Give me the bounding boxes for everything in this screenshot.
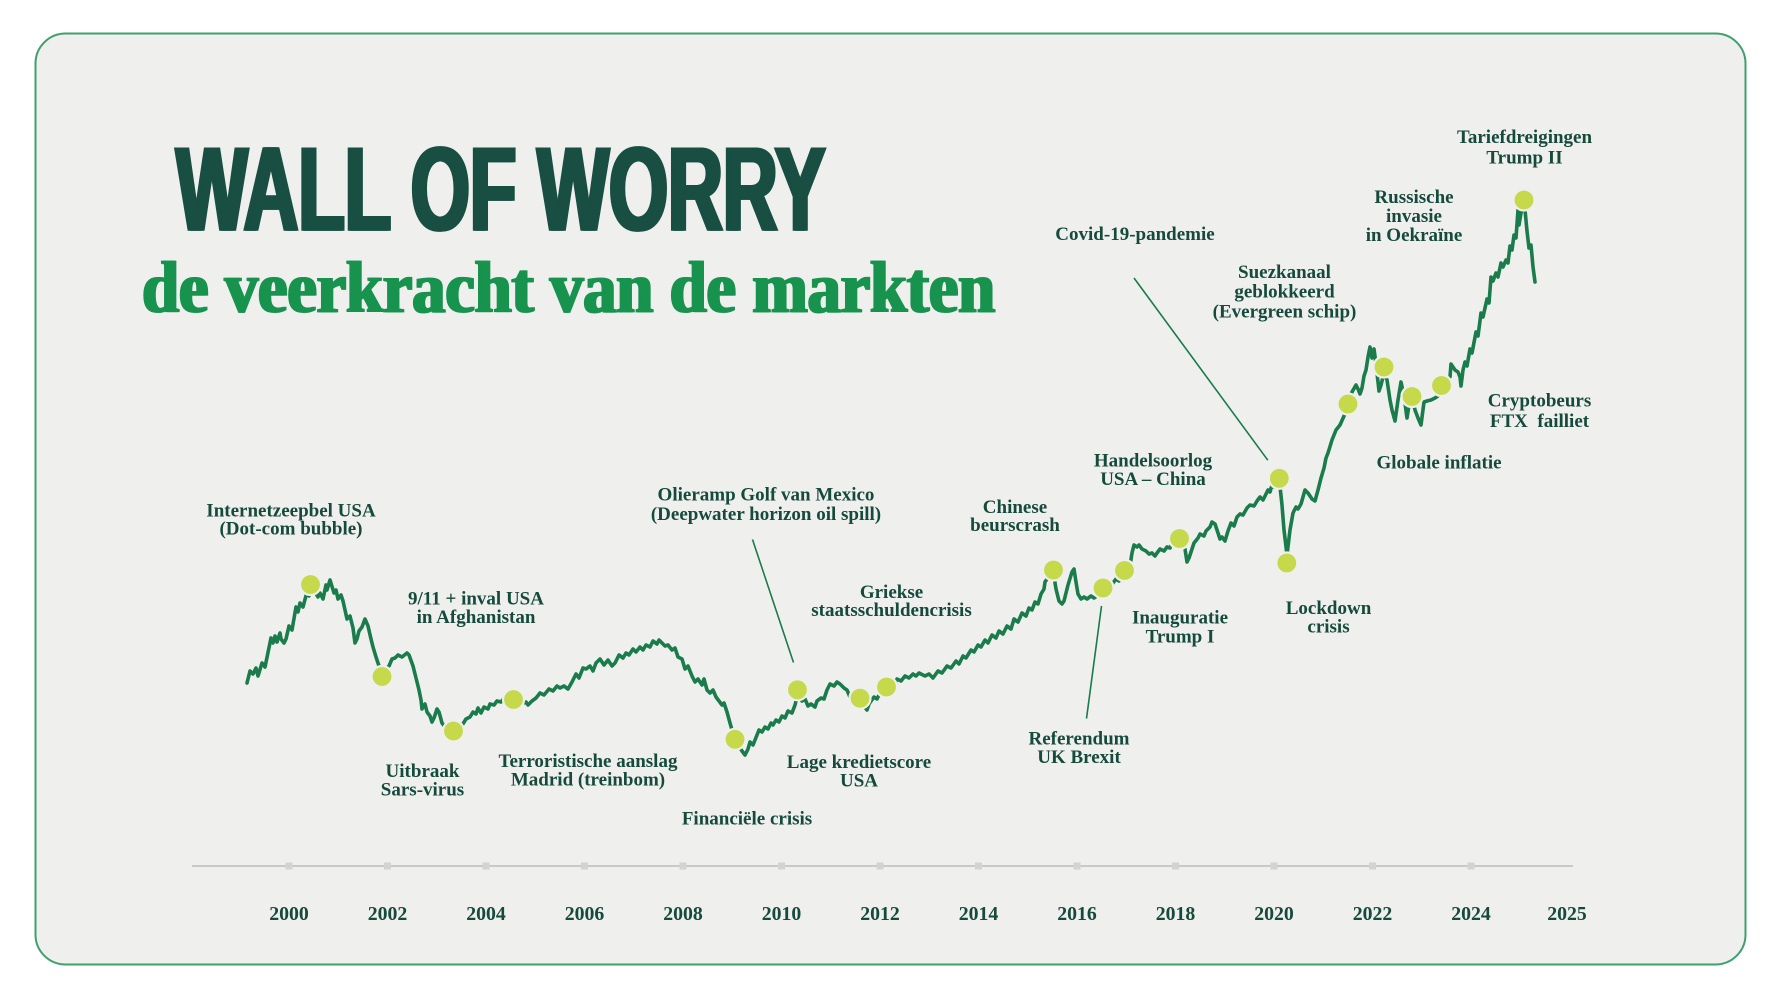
svg-text:2012: 2012 <box>860 903 900 925</box>
svg-text:Lage kredietscore: Lage kredietscore <box>787 752 931 773</box>
svg-text:Terroristische aanslag: Terroristische aanslag <box>499 751 678 772</box>
svg-text:crisis: crisis <box>1307 617 1349 638</box>
svg-text:Globale inflatie: Globale inflatie <box>1376 453 1501 474</box>
svg-text:WALL OF WORRY: WALL OF WORRY <box>178 124 827 256</box>
svg-text:Russische: Russische <box>1374 187 1453 208</box>
svg-text:(Evergreen schip): (Evergreen schip) <box>1213 302 1357 323</box>
svg-text:invasie: invasie <box>1386 206 1442 227</box>
svg-text:FTX failliet: FTX failliet <box>1490 411 1590 432</box>
svg-text:2004: 2004 <box>466 903 506 925</box>
svg-text:Madrid (treinbom): Madrid (treinbom) <box>511 770 665 791</box>
svg-text:UK Brexit: UK Brexit <box>1037 747 1121 768</box>
svg-text:2006: 2006 <box>565 903 605 925</box>
svg-text:in Oekraïne: in Oekraïne <box>1366 225 1463 246</box>
svg-text:2022: 2022 <box>1353 903 1393 925</box>
svg-text:2016: 2016 <box>1057 903 1097 925</box>
svg-text:2020: 2020 <box>1254 903 1294 925</box>
svg-text:2008: 2008 <box>663 903 703 925</box>
svg-text:Trump II: Trump II <box>1486 148 1562 169</box>
svg-text:beurscrash: beurscrash <box>970 515 1060 536</box>
svg-text:2000: 2000 <box>269 903 309 925</box>
svg-text:USA – China: USA – China <box>1100 469 1206 490</box>
svg-text:2025: 2025 <box>1547 903 1587 925</box>
svg-text:de veerkracht van de markten: de veerkracht van de markten <box>141 248 994 329</box>
svg-text:de veerkracht van de markten: de veerkracht van de markten <box>143 248 996 329</box>
svg-text:Olieramp Golf van Mexico: Olieramp Golf van Mexico <box>658 485 875 506</box>
svg-text:Chinese: Chinese <box>983 497 1047 518</box>
svg-text:Suezkanaal: Suezkanaal <box>1238 262 1331 283</box>
svg-text:Uitbraak: Uitbraak <box>386 761 460 782</box>
svg-text:Sars-virus: Sars-virus <box>381 780 464 801</box>
svg-text:2014: 2014 <box>959 903 999 925</box>
svg-text:Trump I: Trump I <box>1146 627 1215 648</box>
svg-text:(Dot-com bubble): (Dot-com bubble) <box>219 519 362 540</box>
svg-text:Financiële crisis: Financiële crisis <box>682 809 812 830</box>
svg-text:2024: 2024 <box>1451 903 1491 925</box>
svg-text:Tariefdreigingen: Tariefdreigingen <box>1457 127 1593 148</box>
svg-text:(Deepwater horizon oil spill): (Deepwater horizon oil spill) <box>651 504 881 525</box>
svg-text:9/11 + inval USA: 9/11 + inval USA <box>408 589 544 610</box>
svg-text:Griekse: Griekse <box>860 582 923 603</box>
svg-text:2010: 2010 <box>762 903 802 925</box>
svg-text:WALL OF WORRY: WALL OF WORRY <box>176 124 825 256</box>
svg-text:2002: 2002 <box>368 903 408 925</box>
svg-text:2018: 2018 <box>1156 903 1196 925</box>
svg-text:WALL OF WORRY: WALL OF WORRY <box>175 124 824 256</box>
svg-text:in Afghanistan: in Afghanistan <box>417 607 536 628</box>
svg-text:Handelsoorlog: Handelsoorlog <box>1094 451 1213 472</box>
svg-text:Referendum: Referendum <box>1029 729 1130 750</box>
svg-text:USA: USA <box>840 771 878 792</box>
svg-text:Cryptobeurs: Cryptobeurs <box>1488 391 1591 412</box>
svg-text:Internetzeepbel USA: Internetzeepbel USA <box>206 501 376 522</box>
svg-text:staatsschuldencrisis: staatsschuldencrisis <box>811 600 971 621</box>
svg-text:geblokkeerd: geblokkeerd <box>1234 282 1335 303</box>
svg-text:Covid-19-pandemie: Covid-19-pandemie <box>1055 224 1214 245</box>
svg-text:Lockdown: Lockdown <box>1286 598 1372 619</box>
svg-text:Inauguratie: Inauguratie <box>1132 608 1228 629</box>
